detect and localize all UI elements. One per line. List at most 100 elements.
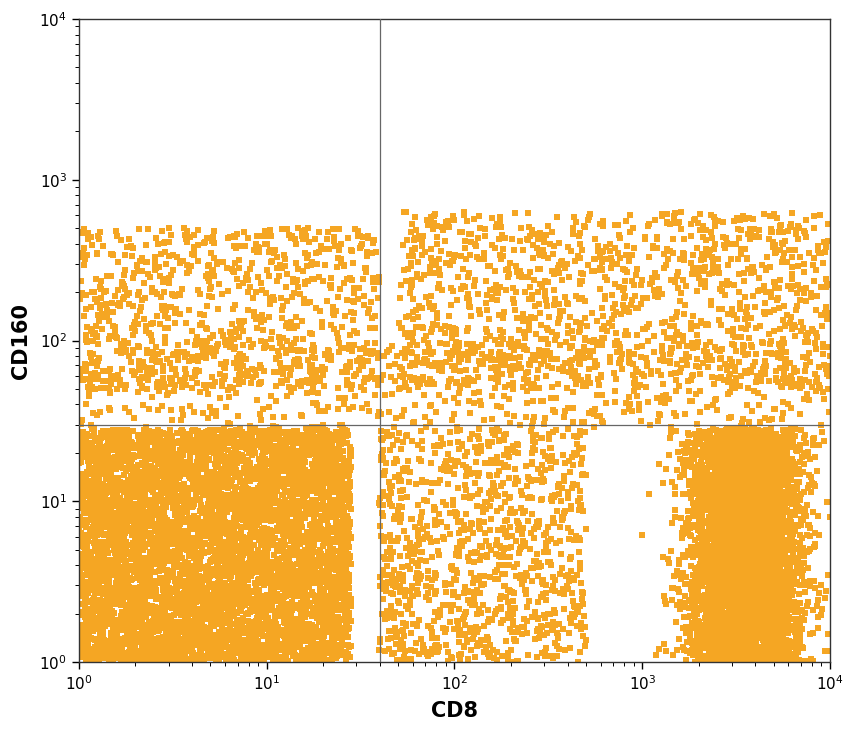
- Point: [788, 458, 802, 470]
- Point: [133, 520, 147, 531]
- Point: [234, 322, 248, 334]
- Point: [336, 445, 350, 457]
- Point: [753, 430, 767, 442]
- Point: [272, 433, 286, 445]
- Point: [750, 650, 764, 662]
- Point: [257, 314, 271, 326]
- Point: [101, 472, 115, 484]
- Point: [781, 454, 795, 466]
- Point: [693, 425, 706, 437]
- Point: [303, 501, 316, 512]
- Point: [744, 586, 758, 598]
- Point: [728, 621, 742, 633]
- Point: [750, 650, 764, 662]
- Point: [142, 427, 156, 438]
- Point: [333, 481, 346, 493]
- Point: [198, 538, 211, 550]
- Point: [393, 485, 407, 497]
- Point: [780, 441, 793, 452]
- Point: [746, 596, 760, 608]
- Point: [748, 463, 762, 474]
- Point: [73, 540, 86, 552]
- Point: [751, 538, 764, 550]
- Point: [103, 403, 116, 414]
- Point: [337, 597, 351, 609]
- Point: [312, 271, 326, 283]
- Point: [115, 514, 128, 526]
- Point: [280, 589, 293, 600]
- Point: [764, 627, 778, 639]
- Point: [758, 589, 772, 601]
- Point: [315, 594, 329, 606]
- Point: [720, 532, 734, 544]
- Point: [531, 569, 545, 581]
- Point: [748, 496, 762, 508]
- Point: [86, 501, 100, 513]
- Point: [744, 473, 758, 485]
- Point: [272, 426, 286, 438]
- Point: [759, 627, 773, 639]
- Point: [89, 320, 103, 332]
- Point: [194, 575, 208, 587]
- Point: [741, 478, 755, 490]
- Point: [506, 608, 520, 619]
- Point: [755, 429, 769, 441]
- Point: [158, 463, 172, 474]
- Point: [786, 493, 799, 504]
- Point: [452, 337, 466, 348]
- Point: [755, 460, 769, 472]
- Point: [177, 541, 191, 553]
- Point: [711, 450, 725, 462]
- Point: [342, 569, 356, 581]
- Point: [226, 434, 239, 446]
- Point: [745, 561, 758, 573]
- Point: [580, 320, 593, 332]
- Point: [783, 654, 797, 665]
- Point: [133, 444, 147, 456]
- Point: [187, 446, 201, 458]
- Point: [244, 565, 257, 577]
- Point: [215, 329, 229, 341]
- Point: [80, 359, 93, 371]
- Point: [317, 621, 331, 632]
- Point: [136, 552, 150, 564]
- Point: [75, 575, 89, 587]
- Point: [538, 463, 551, 475]
- Point: [361, 373, 374, 384]
- Point: [696, 574, 710, 586]
- Point: [650, 231, 663, 243]
- Point: [789, 444, 803, 456]
- Point: [766, 610, 780, 622]
- Point: [745, 541, 758, 553]
- Point: [699, 348, 712, 359]
- Point: [281, 509, 295, 520]
- Point: [348, 325, 362, 337]
- Point: [784, 517, 798, 529]
- Point: [148, 602, 162, 613]
- Point: [425, 626, 439, 638]
- Point: [268, 593, 282, 605]
- Point: [266, 474, 280, 485]
- Point: [325, 534, 339, 545]
- Point: [773, 551, 787, 563]
- Point: [109, 530, 122, 542]
- Point: [273, 625, 286, 637]
- Point: [173, 593, 186, 605]
- Point: [532, 557, 545, 569]
- Point: [77, 550, 91, 562]
- Point: [816, 386, 829, 397]
- Point: [692, 268, 705, 280]
- Point: [333, 571, 347, 583]
- Point: [764, 514, 778, 526]
- Point: [666, 649, 680, 660]
- Point: [563, 627, 576, 639]
- Point: [699, 570, 713, 582]
- Point: [756, 579, 770, 591]
- Point: [728, 583, 741, 594]
- Point: [143, 502, 156, 514]
- Point: [723, 516, 737, 528]
- Point: [538, 450, 551, 462]
- Point: [677, 254, 691, 266]
- Point: [197, 438, 210, 450]
- Point: [213, 392, 227, 404]
